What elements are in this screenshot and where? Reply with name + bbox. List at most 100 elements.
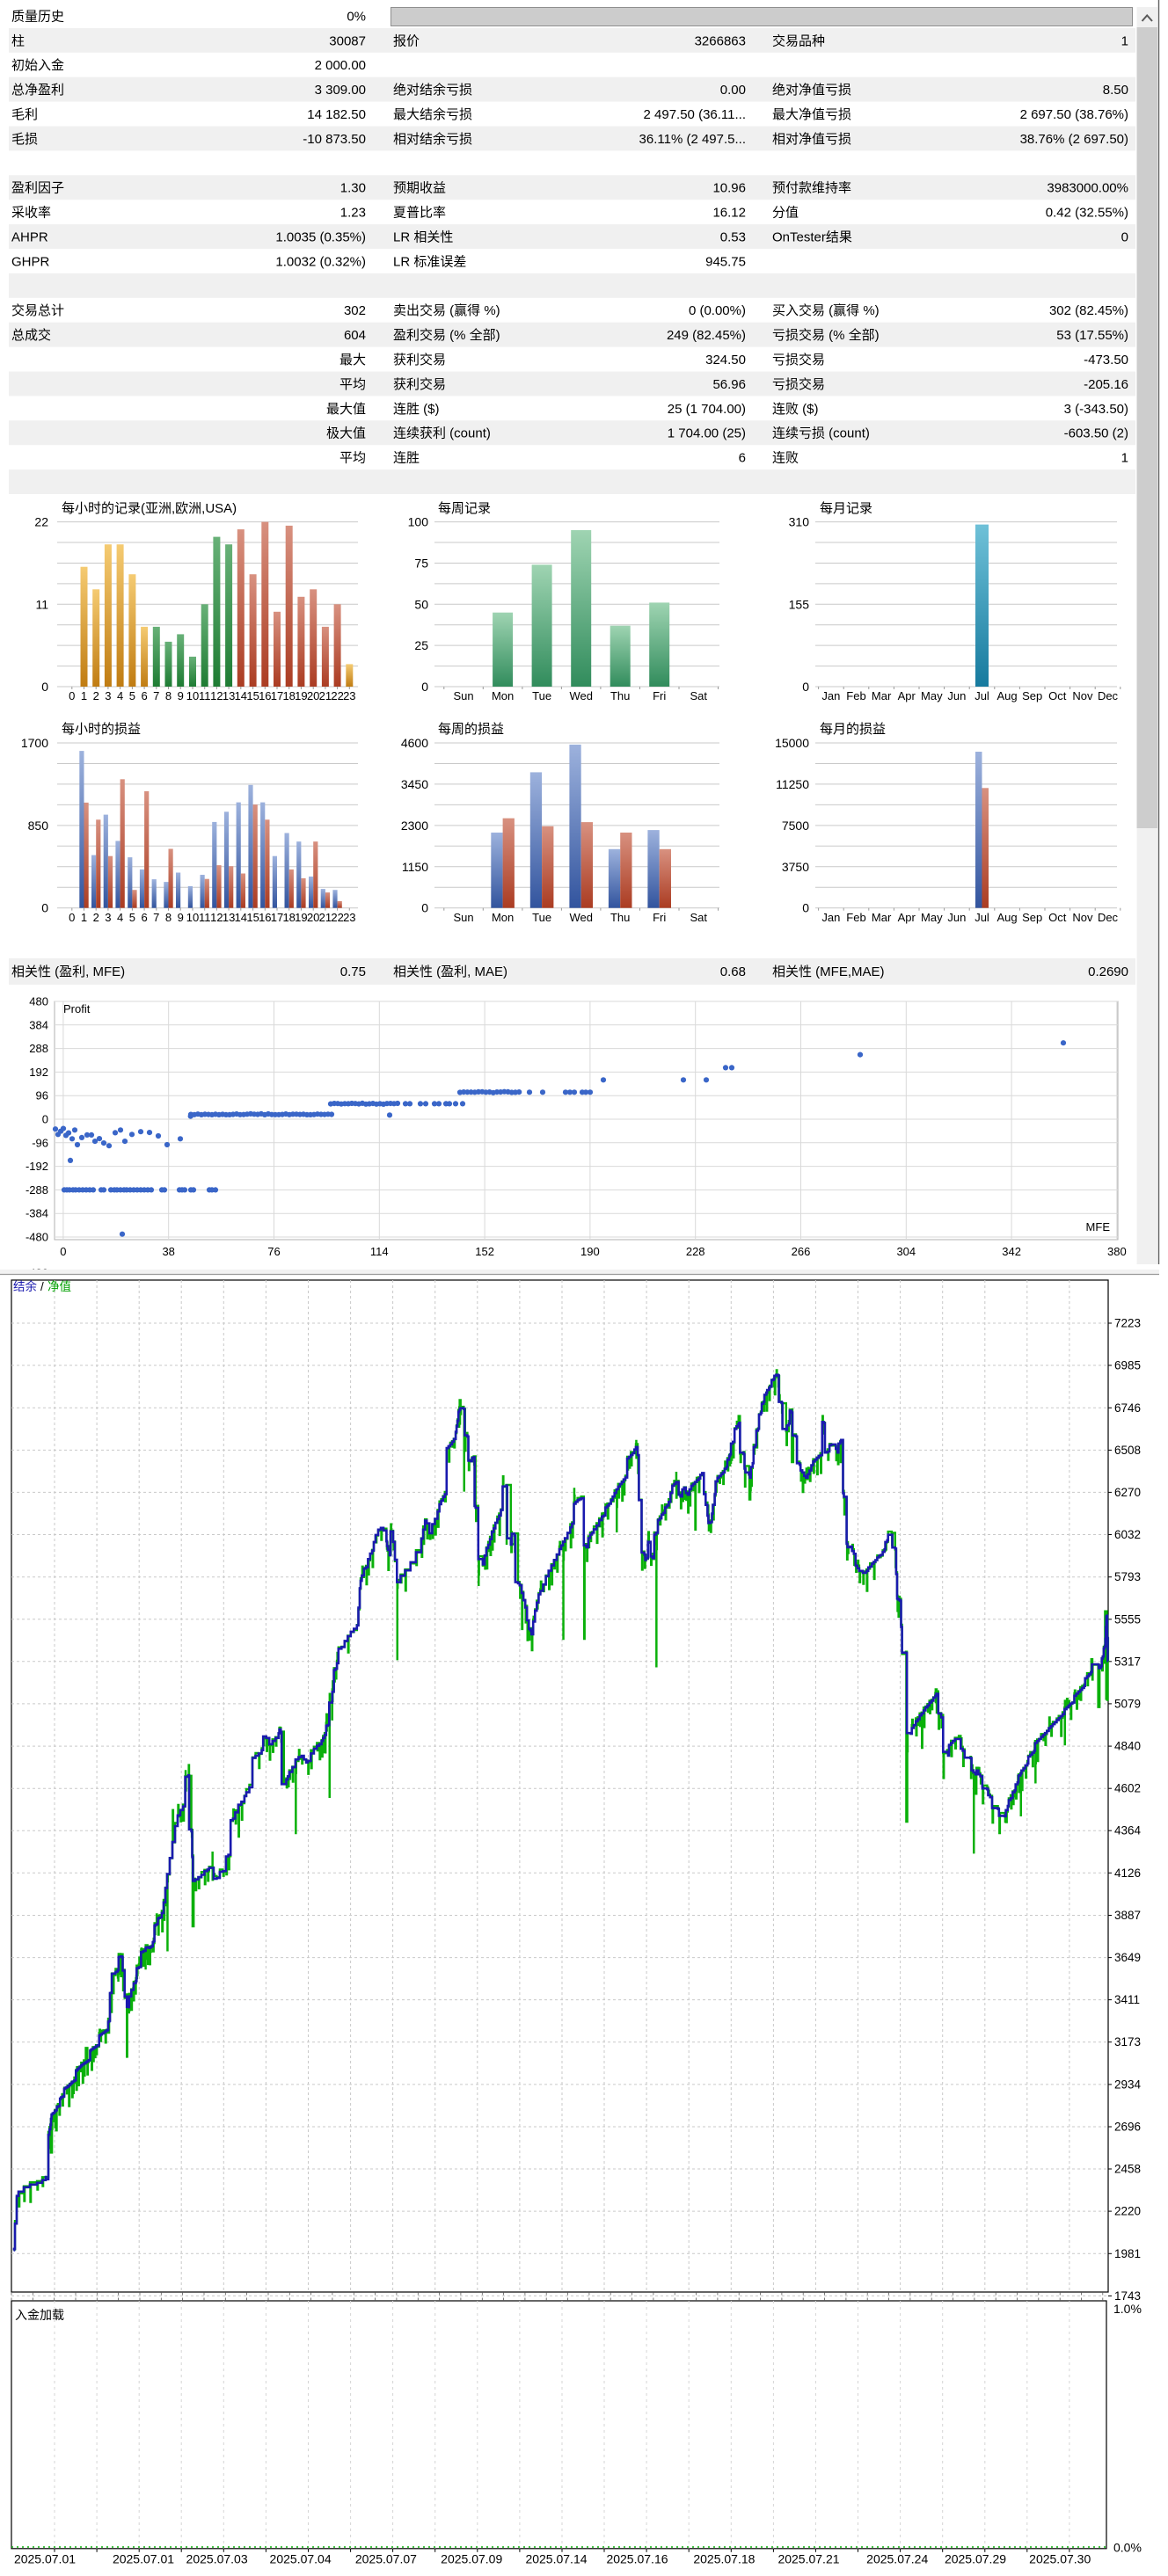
svg-text:18: 18: [282, 689, 295, 702]
svg-text:100: 100: [408, 515, 429, 529]
svg-text:Sep: Sep: [1022, 911, 1042, 924]
svg-text:相对净值亏损: 相对净值亏损: [772, 132, 851, 147]
svg-text:极大值: 极大值: [326, 426, 366, 441]
svg-text:Sun: Sun: [454, 911, 474, 924]
svg-text:0: 0: [421, 680, 428, 694]
svg-text:4840: 4840: [1114, 1740, 1141, 1753]
svg-text:155: 155: [789, 597, 810, 611]
svg-text:30087: 30087: [329, 33, 366, 48]
svg-text:19: 19: [295, 911, 307, 924]
svg-text:2025.07.16: 2025.07.16: [606, 2552, 668, 2566]
svg-text:2696: 2696: [1114, 2121, 1141, 2134]
svg-text:3266863: 3266863: [695, 33, 746, 48]
svg-text:5: 5: [129, 911, 135, 924]
svg-text:盈利交易 (% 全部): 盈利交易 (% 全部): [393, 327, 500, 343]
svg-text:5555: 5555: [1114, 1612, 1141, 1626]
svg-text:2220: 2220: [1114, 2205, 1141, 2218]
svg-text:342: 342: [1002, 1245, 1021, 1258]
svg-text:38.76% (2 697.50): 38.76% (2 697.50): [1020, 132, 1128, 147]
svg-text:50: 50: [414, 597, 428, 611]
svg-text:Thu: Thu: [610, 689, 630, 702]
svg-text:0.68: 0.68: [720, 964, 746, 979]
svg-text:0: 0: [1121, 230, 1128, 245]
svg-text:-384: -384: [26, 1207, 48, 1220]
svg-text:14: 14: [235, 911, 247, 924]
svg-text:2025.07.14: 2025.07.14: [525, 2552, 587, 2566]
svg-text:每小时的损益: 每小时的损益: [62, 722, 141, 737]
svg-text:亏损交易: 亏损交易: [772, 376, 825, 392]
svg-text:最大净值亏损: 最大净值亏损: [772, 107, 851, 122]
svg-text:190: 190: [580, 1245, 600, 1258]
svg-text:20: 20: [307, 911, 319, 924]
svg-text:Sat: Sat: [690, 911, 707, 924]
svg-text:302: 302: [344, 303, 366, 318]
svg-text:480: 480: [29, 995, 48, 1008]
svg-text:16.12: 16.12: [712, 206, 746, 221]
svg-text:7223: 7223: [1114, 1317, 1141, 1330]
svg-text:12: 12: [210, 689, 223, 702]
svg-text:5317: 5317: [1114, 1655, 1141, 1668]
svg-text:分值: 分值: [772, 206, 799, 221]
svg-text:6: 6: [141, 911, 147, 924]
svg-text:0.53: 0.53: [720, 230, 746, 245]
svg-text:Aug: Aug: [997, 911, 1018, 924]
svg-text:2025.07.03: 2025.07.03: [186, 2552, 248, 2566]
svg-text:LR 相关性: LR 相关性: [393, 230, 453, 245]
svg-text:Sun: Sun: [454, 689, 474, 702]
svg-text:-10 873.50: -10 873.50: [303, 132, 366, 147]
svg-text:8: 8: [165, 689, 172, 702]
svg-text:2025.07.21: 2025.07.21: [777, 2552, 839, 2566]
svg-text:324.50: 324.50: [705, 353, 746, 367]
svg-text:0.0%: 0.0%: [1113, 2541, 1142, 2555]
svg-text:连胜: 连胜: [393, 451, 420, 466]
svg-text:交易总计: 交易总计: [11, 302, 64, 318]
svg-text:-96: -96: [32, 1136, 48, 1149]
svg-text:5079: 5079: [1114, 1697, 1141, 1710]
svg-text:2: 2: [93, 911, 99, 924]
svg-text:8: 8: [165, 911, 172, 924]
svg-text:相关性 (MFE,MAE): 相关性 (MFE,MAE): [772, 964, 885, 979]
svg-text:9: 9: [178, 689, 184, 702]
svg-text:每小时的记录(亚洲,欧洲,USA): 每小时的记录(亚洲,欧洲,USA): [62, 501, 237, 516]
svg-text:每月的损益: 每月的损益: [820, 722, 886, 737]
svg-text:4: 4: [117, 689, 123, 702]
svg-text:23: 23: [343, 911, 355, 924]
svg-text:3450: 3450: [401, 777, 428, 791]
svg-text:380: 380: [1107, 1245, 1127, 1258]
svg-text:0: 0: [802, 680, 809, 694]
svg-text:21: 21: [319, 689, 332, 702]
svg-text:连败 ($): 连败 ($): [772, 402, 819, 417]
svg-text:0: 0: [421, 901, 428, 915]
svg-text:7500: 7500: [782, 819, 809, 833]
svg-text:2 000.00: 2 000.00: [315, 58, 366, 73]
svg-text:25: 25: [414, 638, 428, 652]
svg-text:2025.07.29: 2025.07.29: [945, 2552, 1006, 2566]
svg-text:2025.07.09: 2025.07.09: [441, 2552, 502, 2566]
svg-text:7: 7: [153, 911, 159, 924]
svg-text:相关性 (盈利, MAE): 相关性 (盈利, MAE): [393, 964, 507, 979]
svg-text:May: May: [921, 689, 943, 702]
svg-text:OnTester结果: OnTester结果: [772, 230, 852, 245]
svg-text:2934: 2934: [1114, 2078, 1142, 2091]
svg-text:38: 38: [162, 1245, 174, 1258]
svg-text:2: 2: [93, 689, 99, 702]
svg-text:每周的损益: 每周的损益: [438, 722, 504, 737]
svg-text:20: 20: [307, 689, 319, 702]
svg-text:1: 1: [81, 689, 87, 702]
svg-text:Fri: Fri: [653, 689, 666, 702]
svg-text:10: 10: [186, 911, 199, 924]
svg-text:14: 14: [235, 689, 247, 702]
svg-text:22: 22: [34, 515, 48, 529]
svg-text:56.96: 56.96: [712, 377, 746, 392]
svg-text:连败: 连败: [772, 451, 799, 466]
svg-text:Mar: Mar: [872, 689, 892, 702]
svg-text:192: 192: [29, 1066, 48, 1079]
svg-text:36.11% (2 497.5...: 36.11% (2 497.5...: [639, 132, 746, 147]
svg-text:1981: 1981: [1114, 2247, 1141, 2260]
svg-text:交易品种: 交易品种: [772, 33, 825, 48]
svg-text:15: 15: [246, 911, 259, 924]
svg-text:6746: 6746: [1114, 1401, 1141, 1415]
svg-text:5793: 5793: [1114, 1570, 1141, 1583]
svg-text:Jan: Jan: [821, 689, 840, 702]
svg-text:总成交: 总成交: [11, 327, 51, 343]
